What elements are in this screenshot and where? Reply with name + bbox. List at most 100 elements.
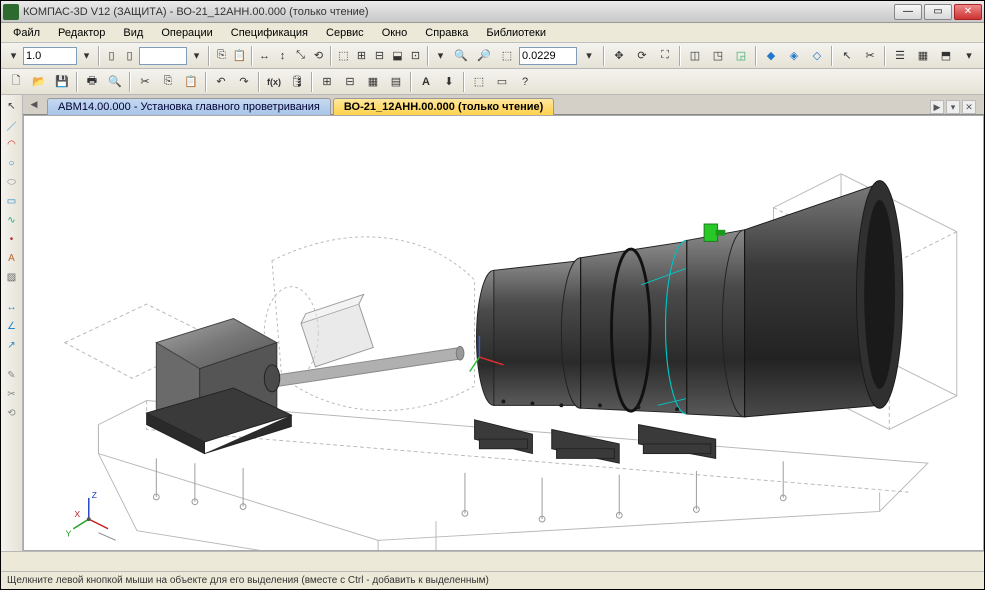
menu-view[interactable]: Вид: [115, 25, 151, 41]
tb2-save-icon[interactable]: 💾: [51, 71, 73, 93]
tab-controls-right: ▶ ▾ ✕: [930, 100, 980, 114]
tb2-fx-icon[interactable]: f(x): [263, 71, 285, 93]
paste-icon[interactable]: 📋: [231, 45, 248, 67]
separator: [129, 72, 131, 92]
tb2-preview-icon[interactable]: 🔍: [104, 71, 126, 93]
snap-icon-2[interactable]: ⊞: [353, 45, 370, 67]
lt-hatch-icon[interactable]: ▨: [3, 268, 21, 286]
dim-icon-3[interactable]: ⤡: [292, 45, 309, 67]
lt-dim-icon[interactable]: ↔: [3, 298, 21, 316]
snap-icon-3[interactable]: ⊟: [371, 45, 388, 67]
tb2-paste-icon[interactable]: 📋: [180, 71, 202, 93]
scale-combo[interactable]: [23, 47, 77, 65]
fit-icon[interactable]: ⛶: [654, 45, 676, 67]
tab-close-icon[interactable]: ✕: [962, 100, 976, 114]
line-style-icon[interactable]: ▾: [432, 45, 449, 67]
snap-icon-5[interactable]: ⊡: [407, 45, 424, 67]
more-dropdown-icon[interactable]: ▾: [958, 45, 980, 67]
tb2-print-icon[interactable]: 🖶: [81, 71, 103, 93]
lt-ellipse-icon[interactable]: ⬭: [3, 173, 21, 191]
pointer-icon[interactable]: ↖: [836, 45, 858, 67]
3d-viewport[interactable]: X Y Z: [23, 115, 984, 551]
lt-edit1-icon[interactable]: ✎: [3, 366, 21, 384]
tb2-grid4-icon[interactable]: ▤: [385, 71, 407, 93]
lt-arc-icon[interactable]: ◠: [3, 135, 21, 153]
props-icon[interactable]: ▦: [912, 45, 934, 67]
tb2-text-icon[interactable]: A: [415, 71, 437, 93]
zoom-dropdown-icon[interactable]: ▾: [578, 45, 600, 67]
minimize-button[interactable]: —: [894, 4, 922, 20]
axis-triad: X Y Z: [66, 490, 116, 540]
tb1-btn-1[interactable]: ▯: [103, 45, 120, 67]
menu-libraries[interactable]: Библиотеки: [478, 25, 554, 41]
tb2-open-icon[interactable]: 📂: [28, 71, 50, 93]
tb2-cut-icon[interactable]: ✂: [134, 71, 156, 93]
tab-nav-left-icon[interactable]: ◀: [27, 97, 41, 111]
tb2-redo-icon[interactable]: ↷: [233, 71, 255, 93]
menu-specification[interactable]: Спецификация: [223, 25, 316, 41]
tb1-btn-2[interactable]: ▯: [121, 45, 138, 67]
menu-help[interactable]: Справка: [417, 25, 476, 41]
copy-icon[interactable]: ⎘: [213, 45, 230, 67]
tab-doc-2-active[interactable]: ВО-21_12АНН.00.000 (только чтение): [333, 98, 554, 115]
tb1-combo-2[interactable]: [139, 47, 187, 65]
tb2-undo-icon[interactable]: ↶: [210, 71, 232, 93]
close-button[interactable]: ✕: [954, 4, 982, 20]
menu-operations[interactable]: Операции: [153, 25, 220, 41]
tree-icon[interactable]: ☰: [889, 45, 911, 67]
separator: [884, 46, 886, 66]
rotate-view-icon[interactable]: ⟳: [631, 45, 653, 67]
box-view-icon[interactable]: ◳: [707, 45, 729, 67]
dim-icon-2[interactable]: ↕: [274, 45, 291, 67]
lt-circle-icon[interactable]: ○: [3, 154, 21, 172]
menu-editor[interactable]: Редактор: [50, 25, 113, 41]
zoom-window-icon[interactable]: ⬚: [496, 45, 518, 67]
snap-icon-1[interactable]: ⬚: [335, 45, 352, 67]
tab-nav-right-icon[interactable]: ▶: [930, 100, 944, 114]
lt-edit2-icon[interactable]: ✂: [3, 385, 21, 403]
tb2-sel2-icon[interactable]: ▭: [491, 71, 513, 93]
lt-edit3-icon[interactable]: ⟲: [3, 404, 21, 422]
dim-icon-4[interactable]: ⟲: [310, 45, 327, 67]
lt-rect-icon[interactable]: ▭: [3, 192, 21, 210]
cube-view-icon[interactable]: ◲: [730, 45, 752, 67]
lt-angle-icon[interactable]: ∠: [3, 317, 21, 335]
lt-line-icon[interactable]: ／: [3, 116, 21, 134]
section-icon[interactable]: ✂: [859, 45, 881, 67]
tb1-scale-dropdown-icon[interactable]: ▾: [78, 45, 95, 67]
tb1-combo2-dropdown-icon[interactable]: ▾: [188, 45, 205, 67]
zoom-in-icon[interactable]: 🔍: [450, 45, 472, 67]
status-bar: Щелкните левой кнопкой мыши на объекте д…: [1, 571, 984, 589]
tab-list-icon[interactable]: ▾: [946, 100, 960, 114]
tb2-sel1-icon[interactable]: ⬚: [468, 71, 490, 93]
zoom-out-icon[interactable]: 🔎: [473, 45, 495, 67]
tb1-dropdown-icon[interactable]: ▾: [5, 45, 22, 67]
lt-leader-icon[interactable]: ↗: [3, 336, 21, 354]
tab-doc-1[interactable]: АВМ14.00.000 - Установка главного провет…: [47, 98, 331, 115]
snap-icon-4[interactable]: ⬓: [389, 45, 406, 67]
menu-window[interactable]: Окно: [374, 25, 416, 41]
iso-view-icon[interactable]: ◫: [684, 45, 706, 67]
pan-icon[interactable]: ✥: [608, 45, 630, 67]
lt-text-icon[interactable]: A: [3, 249, 21, 267]
layers-icon[interactable]: ⬒: [935, 45, 957, 67]
lt-spline-icon[interactable]: ∿: [3, 211, 21, 229]
tb2-new-icon[interactable]: 🗋: [5, 71, 27, 93]
shade-icon-3[interactable]: ◇: [806, 45, 828, 67]
tb2-copy-icon[interactable]: ⎘: [157, 71, 179, 93]
tb2-db-icon[interactable]: 🛢: [286, 71, 308, 93]
dim-icon-1[interactable]: ↔: [256, 45, 273, 67]
tb2-insert-icon[interactable]: ⬇: [438, 71, 460, 93]
tb2-help-icon[interactable]: ?: [514, 71, 536, 93]
lt-pointer-icon[interactable]: ↖: [3, 97, 21, 115]
shade-icon-2[interactable]: ◈: [783, 45, 805, 67]
zoom-value-combo[interactable]: [519, 47, 577, 65]
menu-service[interactable]: Сервис: [318, 25, 372, 41]
shade-icon-1[interactable]: ◆: [760, 45, 782, 67]
maximize-button[interactable]: ▭: [924, 4, 952, 20]
tb2-grid3-icon[interactable]: ▦: [362, 71, 384, 93]
menu-file[interactable]: Файл: [5, 25, 48, 41]
lt-point-icon[interactable]: •: [3, 230, 21, 248]
tb2-grid-icon[interactable]: ⊞: [316, 71, 338, 93]
tb2-grid2-icon[interactable]: ⊟: [339, 71, 361, 93]
